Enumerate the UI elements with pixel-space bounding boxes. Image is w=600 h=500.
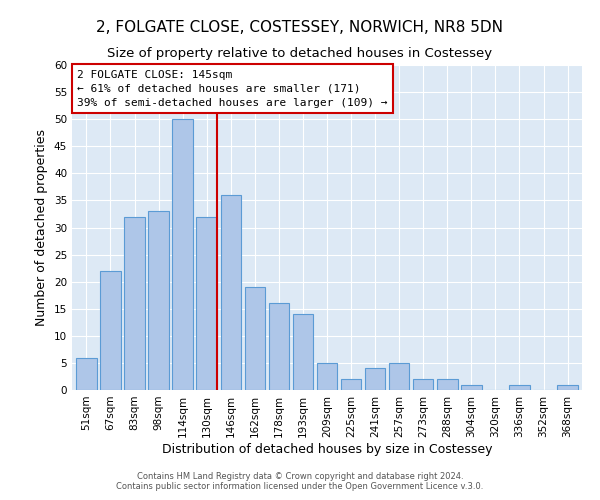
Bar <box>245 287 265 390</box>
Bar <box>461 384 482 390</box>
Text: Contains HM Land Registry data © Crown copyright and database right 2024.: Contains HM Land Registry data © Crown c… <box>137 472 463 481</box>
Text: 2, FOLGATE CLOSE, COSTESSEY, NORWICH, NR8 5DN: 2, FOLGATE CLOSE, COSTESSEY, NORWICH, NR… <box>97 20 503 35</box>
Bar <box>557 384 578 390</box>
Bar <box>509 384 530 390</box>
Bar <box>413 379 433 390</box>
Text: Contains public sector information licensed under the Open Government Licence v.: Contains public sector information licen… <box>116 482 484 491</box>
Y-axis label: Number of detached properties: Number of detached properties <box>35 129 49 326</box>
Bar <box>269 304 289 390</box>
Bar <box>100 271 121 390</box>
Bar <box>148 211 169 390</box>
Bar <box>293 314 313 390</box>
Bar <box>221 195 241 390</box>
Bar <box>317 363 337 390</box>
X-axis label: Distribution of detached houses by size in Costessey: Distribution of detached houses by size … <box>162 442 492 456</box>
Bar <box>124 216 145 390</box>
Bar <box>172 119 193 390</box>
Bar <box>437 379 458 390</box>
Bar <box>196 216 217 390</box>
Bar <box>365 368 385 390</box>
Bar <box>341 379 361 390</box>
Text: 2 FOLGATE CLOSE: 145sqm
← 61% of detached houses are smaller (171)
39% of semi-d: 2 FOLGATE CLOSE: 145sqm ← 61% of detache… <box>77 70 388 108</box>
Bar <box>389 363 409 390</box>
Text: Size of property relative to detached houses in Costessey: Size of property relative to detached ho… <box>107 48 493 60</box>
Bar <box>76 358 97 390</box>
